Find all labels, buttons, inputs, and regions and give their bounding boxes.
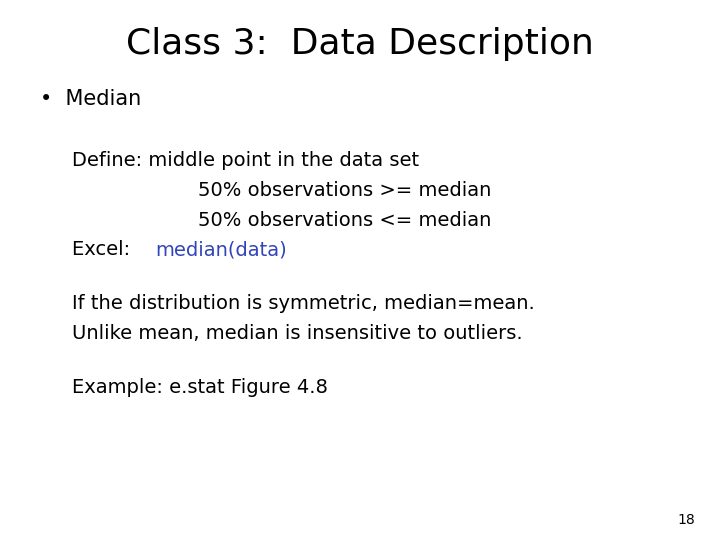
Text: 50% observations <= median: 50% observations <= median xyxy=(198,211,491,229)
Text: Unlike mean, median is insensitive to outliers.: Unlike mean, median is insensitive to ou… xyxy=(72,324,523,343)
Text: median(data): median(data) xyxy=(155,240,287,259)
Text: Class 3:  Data Description: Class 3: Data Description xyxy=(126,27,594,61)
Text: •  Median: • Median xyxy=(40,89,141,109)
Text: 50% observations >= median: 50% observations >= median xyxy=(198,181,491,200)
Text: 18: 18 xyxy=(677,512,695,526)
Text: Define: middle point in the data set: Define: middle point in the data set xyxy=(72,151,419,170)
Text: Example: e.stat Figure 4.8: Example: e.stat Figure 4.8 xyxy=(72,378,328,397)
Text: Excel:: Excel: xyxy=(72,240,136,259)
Text: If the distribution is symmetric, median=mean.: If the distribution is symmetric, median… xyxy=(72,294,535,313)
